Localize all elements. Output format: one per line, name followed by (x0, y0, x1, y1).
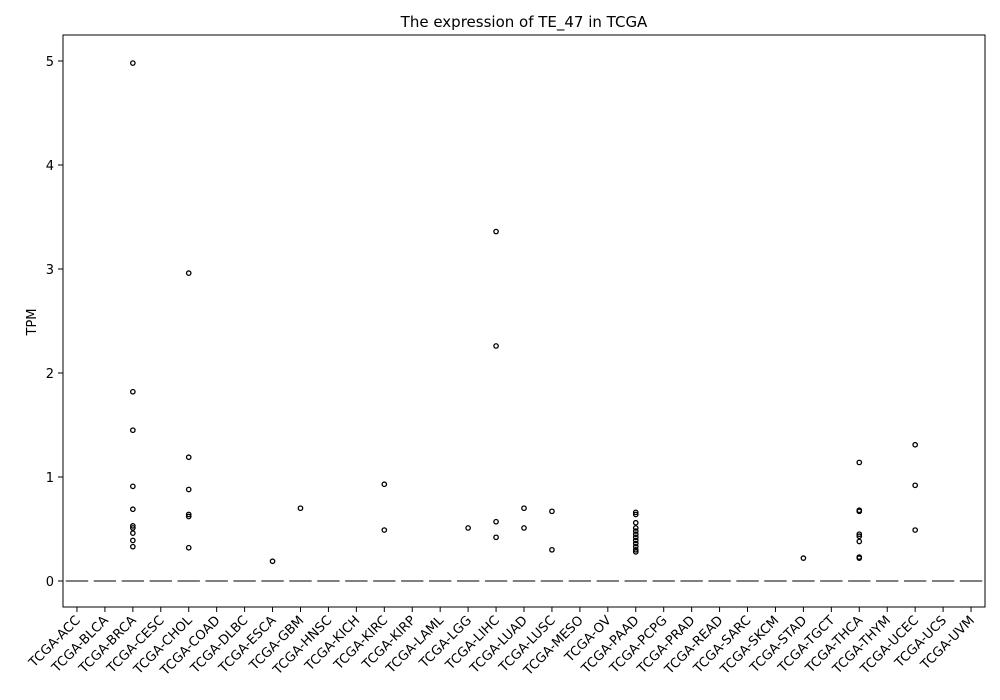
outlier-point (269, 558, 276, 565)
outlier-point (912, 441, 919, 448)
outlier-point (632, 549, 639, 555)
outlier-point (493, 343, 499, 349)
outlier-point (493, 534, 499, 541)
outlier-point (129, 483, 136, 490)
outlier-point (381, 481, 388, 488)
outlier-point (632, 519, 639, 526)
y-axis-label: TPM (25, 309, 40, 337)
outlier-point (185, 270, 192, 277)
outlier-point (129, 506, 136, 513)
outlier-point (549, 546, 555, 553)
outlier-point (185, 511, 192, 518)
outlier-point (185, 454, 192, 461)
outlier-point (856, 531, 863, 538)
outlier-point (493, 228, 499, 235)
outlier-point (856, 538, 863, 545)
outlier-point (185, 544, 192, 551)
y-tick-label: 2 (46, 367, 54, 382)
plot-area: 012345TCGA-ACCTCGA-BLCATCGA-BRCATCGA-CES… (26, 34, 986, 679)
outlier-point (912, 527, 919, 533)
outlier-point (912, 482, 919, 489)
y-tick-label: 3 (46, 263, 54, 278)
outlier-point (129, 60, 136, 66)
outlier-point (129, 523, 136, 529)
outlier-point (632, 528, 639, 534)
outlier-point (465, 525, 471, 531)
outlier-point (129, 537, 136, 544)
outlier-point (632, 540, 639, 547)
outlier-point (800, 555, 807, 561)
outlier-point (632, 534, 639, 541)
outlier-point (856, 508, 863, 515)
outlier-point (129, 388, 136, 395)
outlier-point (129, 530, 136, 537)
outlier-point (632, 509, 639, 516)
y-tick-label: 1 (46, 471, 54, 486)
outlier-point (493, 518, 499, 525)
outlier-point (129, 543, 136, 550)
outlier-point (521, 525, 527, 531)
outlier-point (632, 525, 639, 531)
outlier-point (129, 525, 136, 531)
outlier-point (521, 505, 527, 512)
y-tick-label: 0 (46, 575, 54, 590)
outlier-point (856, 459, 863, 466)
outlier-point (632, 537, 639, 544)
outlier-point (549, 508, 555, 515)
outlier-point (632, 543, 639, 550)
outlier-point (381, 527, 388, 533)
y-tick-label: 4 (46, 159, 54, 174)
plot-frame (62, 34, 986, 608)
chart-title: The expression of TE_47 in TCGA (400, 13, 648, 32)
outlier-point (632, 546, 639, 553)
outlier-point (129, 427, 136, 434)
outlier-point (856, 533, 863, 540)
y-tick-label: 5 (46, 55, 54, 70)
outlier-point (632, 511, 639, 518)
outlier-point (297, 505, 304, 512)
outlier-point (856, 555, 863, 561)
outlier-point (632, 531, 639, 538)
outlier-point (185, 513, 192, 520)
outlier-point (185, 486, 192, 493)
